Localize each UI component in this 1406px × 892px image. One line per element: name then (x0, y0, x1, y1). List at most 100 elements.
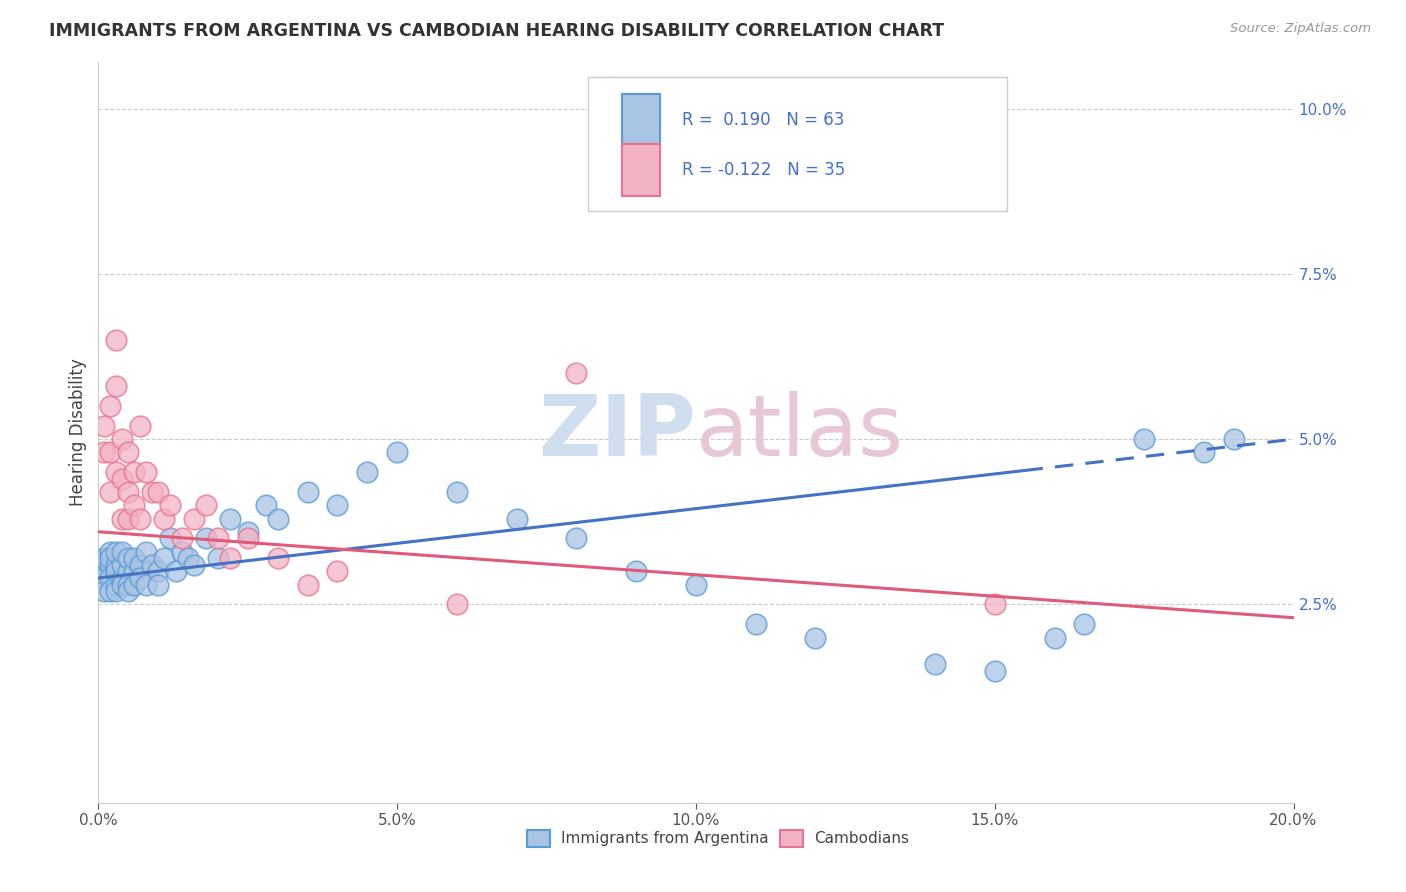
Point (105, 565, 128, 579)
Point (183, 511, 205, 525)
Point (93, 445, 115, 459)
Point (236, 532, 259, 546)
Point (98, 544, 122, 558)
Point (93, 419, 115, 434)
Point (93, 558, 115, 572)
Point (219, 511, 242, 525)
Point (148, 577, 170, 591)
Point (1192, 445, 1215, 459)
Point (129, 571, 152, 585)
Text: atlas: atlas (696, 391, 904, 475)
Point (165, 565, 187, 579)
Point (207, 551, 229, 566)
Point (105, 577, 128, 591)
Point (565, 532, 588, 546)
Point (124, 551, 146, 566)
Point (172, 544, 194, 558)
Point (124, 499, 146, 513)
Point (446, 598, 468, 612)
Point (129, 511, 152, 525)
FancyBboxPatch shape (621, 95, 661, 146)
Point (685, 577, 707, 591)
Point (195, 499, 218, 513)
Point (924, 657, 946, 671)
Point (117, 551, 139, 566)
Point (172, 532, 194, 546)
Point (254, 499, 277, 513)
Point (153, 511, 176, 525)
Point (129, 558, 152, 572)
Point (111, 472, 134, 486)
Point (153, 551, 176, 566)
Point (98, 485, 122, 500)
Point (1043, 631, 1066, 645)
Point (111, 544, 134, 558)
Point (117, 511, 139, 525)
Point (129, 419, 152, 434)
Point (984, 598, 1007, 612)
Point (105, 333, 128, 347)
Point (356, 465, 378, 479)
Text: Source: ZipAtlas.com: Source: ZipAtlas.com (1230, 22, 1371, 36)
Point (124, 577, 146, 591)
Point (195, 532, 218, 546)
Point (105, 544, 128, 558)
Point (124, 465, 146, 479)
Point (267, 551, 290, 566)
Point (141, 558, 163, 572)
Point (159, 499, 181, 513)
Point (93, 584, 115, 599)
Point (236, 524, 259, 539)
Point (385, 445, 409, 459)
Point (159, 532, 181, 546)
Point (124, 565, 146, 579)
FancyBboxPatch shape (621, 144, 661, 196)
Point (297, 577, 319, 591)
Point (506, 511, 529, 525)
Y-axis label: Hearing Disability: Hearing Disability (69, 359, 87, 507)
Point (626, 565, 648, 579)
Point (111, 571, 134, 585)
Point (117, 565, 139, 579)
Point (984, 664, 1007, 678)
Point (93, 571, 115, 585)
Point (141, 485, 163, 500)
Point (98, 551, 122, 566)
Point (111, 432, 134, 446)
Text: Immigrants from Argentina: Immigrants from Argentina (561, 831, 769, 846)
Point (446, 485, 468, 500)
Point (117, 584, 139, 599)
Point (1223, 432, 1246, 446)
FancyBboxPatch shape (589, 78, 1007, 211)
Point (207, 532, 229, 546)
Point (326, 499, 349, 513)
Point (111, 511, 134, 525)
Point (93, 551, 115, 566)
Point (117, 445, 139, 459)
Point (135, 544, 157, 558)
Point (105, 565, 128, 579)
Text: IMMIGRANTS FROM ARGENTINA VS CAMBODIAN HEARING DISABILITY CORRELATION CHART: IMMIGRANTS FROM ARGENTINA VS CAMBODIAN H… (49, 22, 945, 40)
Point (135, 465, 157, 479)
Point (105, 584, 128, 599)
Point (565, 366, 588, 380)
Point (98, 571, 122, 585)
Point (148, 565, 170, 579)
Point (183, 558, 205, 572)
Point (219, 551, 242, 566)
Point (117, 485, 139, 500)
Point (98, 399, 122, 413)
Point (135, 577, 157, 591)
Point (1073, 617, 1095, 632)
Point (105, 465, 128, 479)
Point (148, 485, 170, 500)
Point (98, 584, 122, 599)
Point (111, 558, 134, 572)
Point (297, 485, 319, 500)
Text: ZIP: ZIP (538, 391, 696, 475)
Text: Cambodians: Cambodians (814, 831, 910, 846)
Point (98, 558, 122, 572)
Point (1133, 432, 1156, 446)
Point (804, 631, 827, 645)
Point (267, 511, 290, 525)
